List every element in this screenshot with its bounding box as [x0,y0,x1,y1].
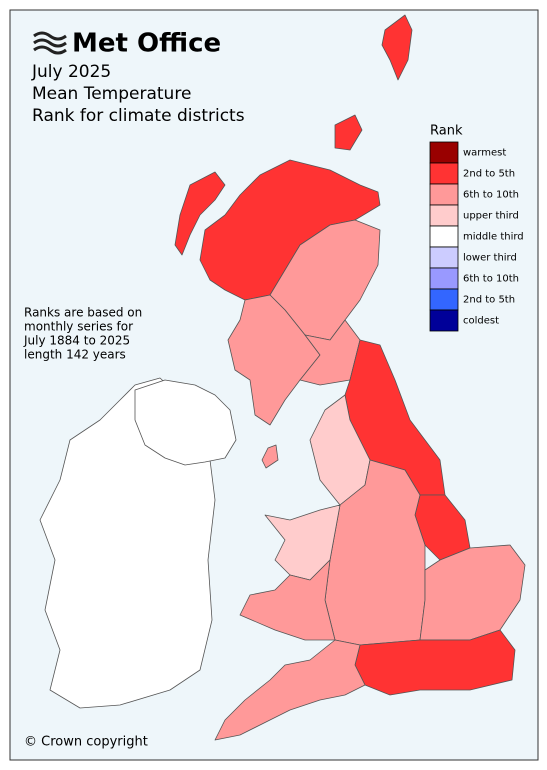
legend-label: 2nd to 5th [463,295,515,306]
legend-swatch [429,225,459,248]
isle-of-man [261,444,279,469]
legend-swatch [429,183,459,206]
legend-swatch [429,267,459,290]
northern-ireland [134,379,237,466]
legend-swatch [429,309,459,332]
legend-swatch [429,162,459,185]
title-line: Rank for climate districts [32,106,245,126]
copyright: © Crown copyright [24,735,148,750]
orkney [334,114,363,151]
note-line: length 142 years [24,348,126,362]
legend-label: middle third [463,232,524,243]
legend-swatch [429,141,459,164]
title-line: Mean Temperature [32,84,191,104]
legend-label: 6th to 10th [463,274,519,285]
hebrides [174,171,226,256]
west-scotland [227,294,321,426]
logo-icon [33,31,67,55]
legend-swatch [429,288,459,311]
south-wales [239,559,336,641]
legend-swatch [429,246,459,269]
legend-label: 6th to 10th [463,190,519,201]
legend-swatch [429,204,459,227]
legend-label: warmest [463,148,506,159]
legend-label: coldest [463,316,499,327]
note-line: Ranks are based on [24,306,142,320]
south-west-england [214,639,366,741]
legend-label: lower third [463,253,517,264]
note-line: July 1884 to 2025 [23,334,130,348]
legend-label: 2nd to 5th [463,169,515,180]
legend-label: upper third [463,211,519,222]
legend-title: Rank [430,124,463,139]
note-line: monthly series for [24,320,133,334]
title-line: July 2025 [31,62,111,82]
shetland [381,14,413,81]
logo-text: Met Office [72,29,221,59]
